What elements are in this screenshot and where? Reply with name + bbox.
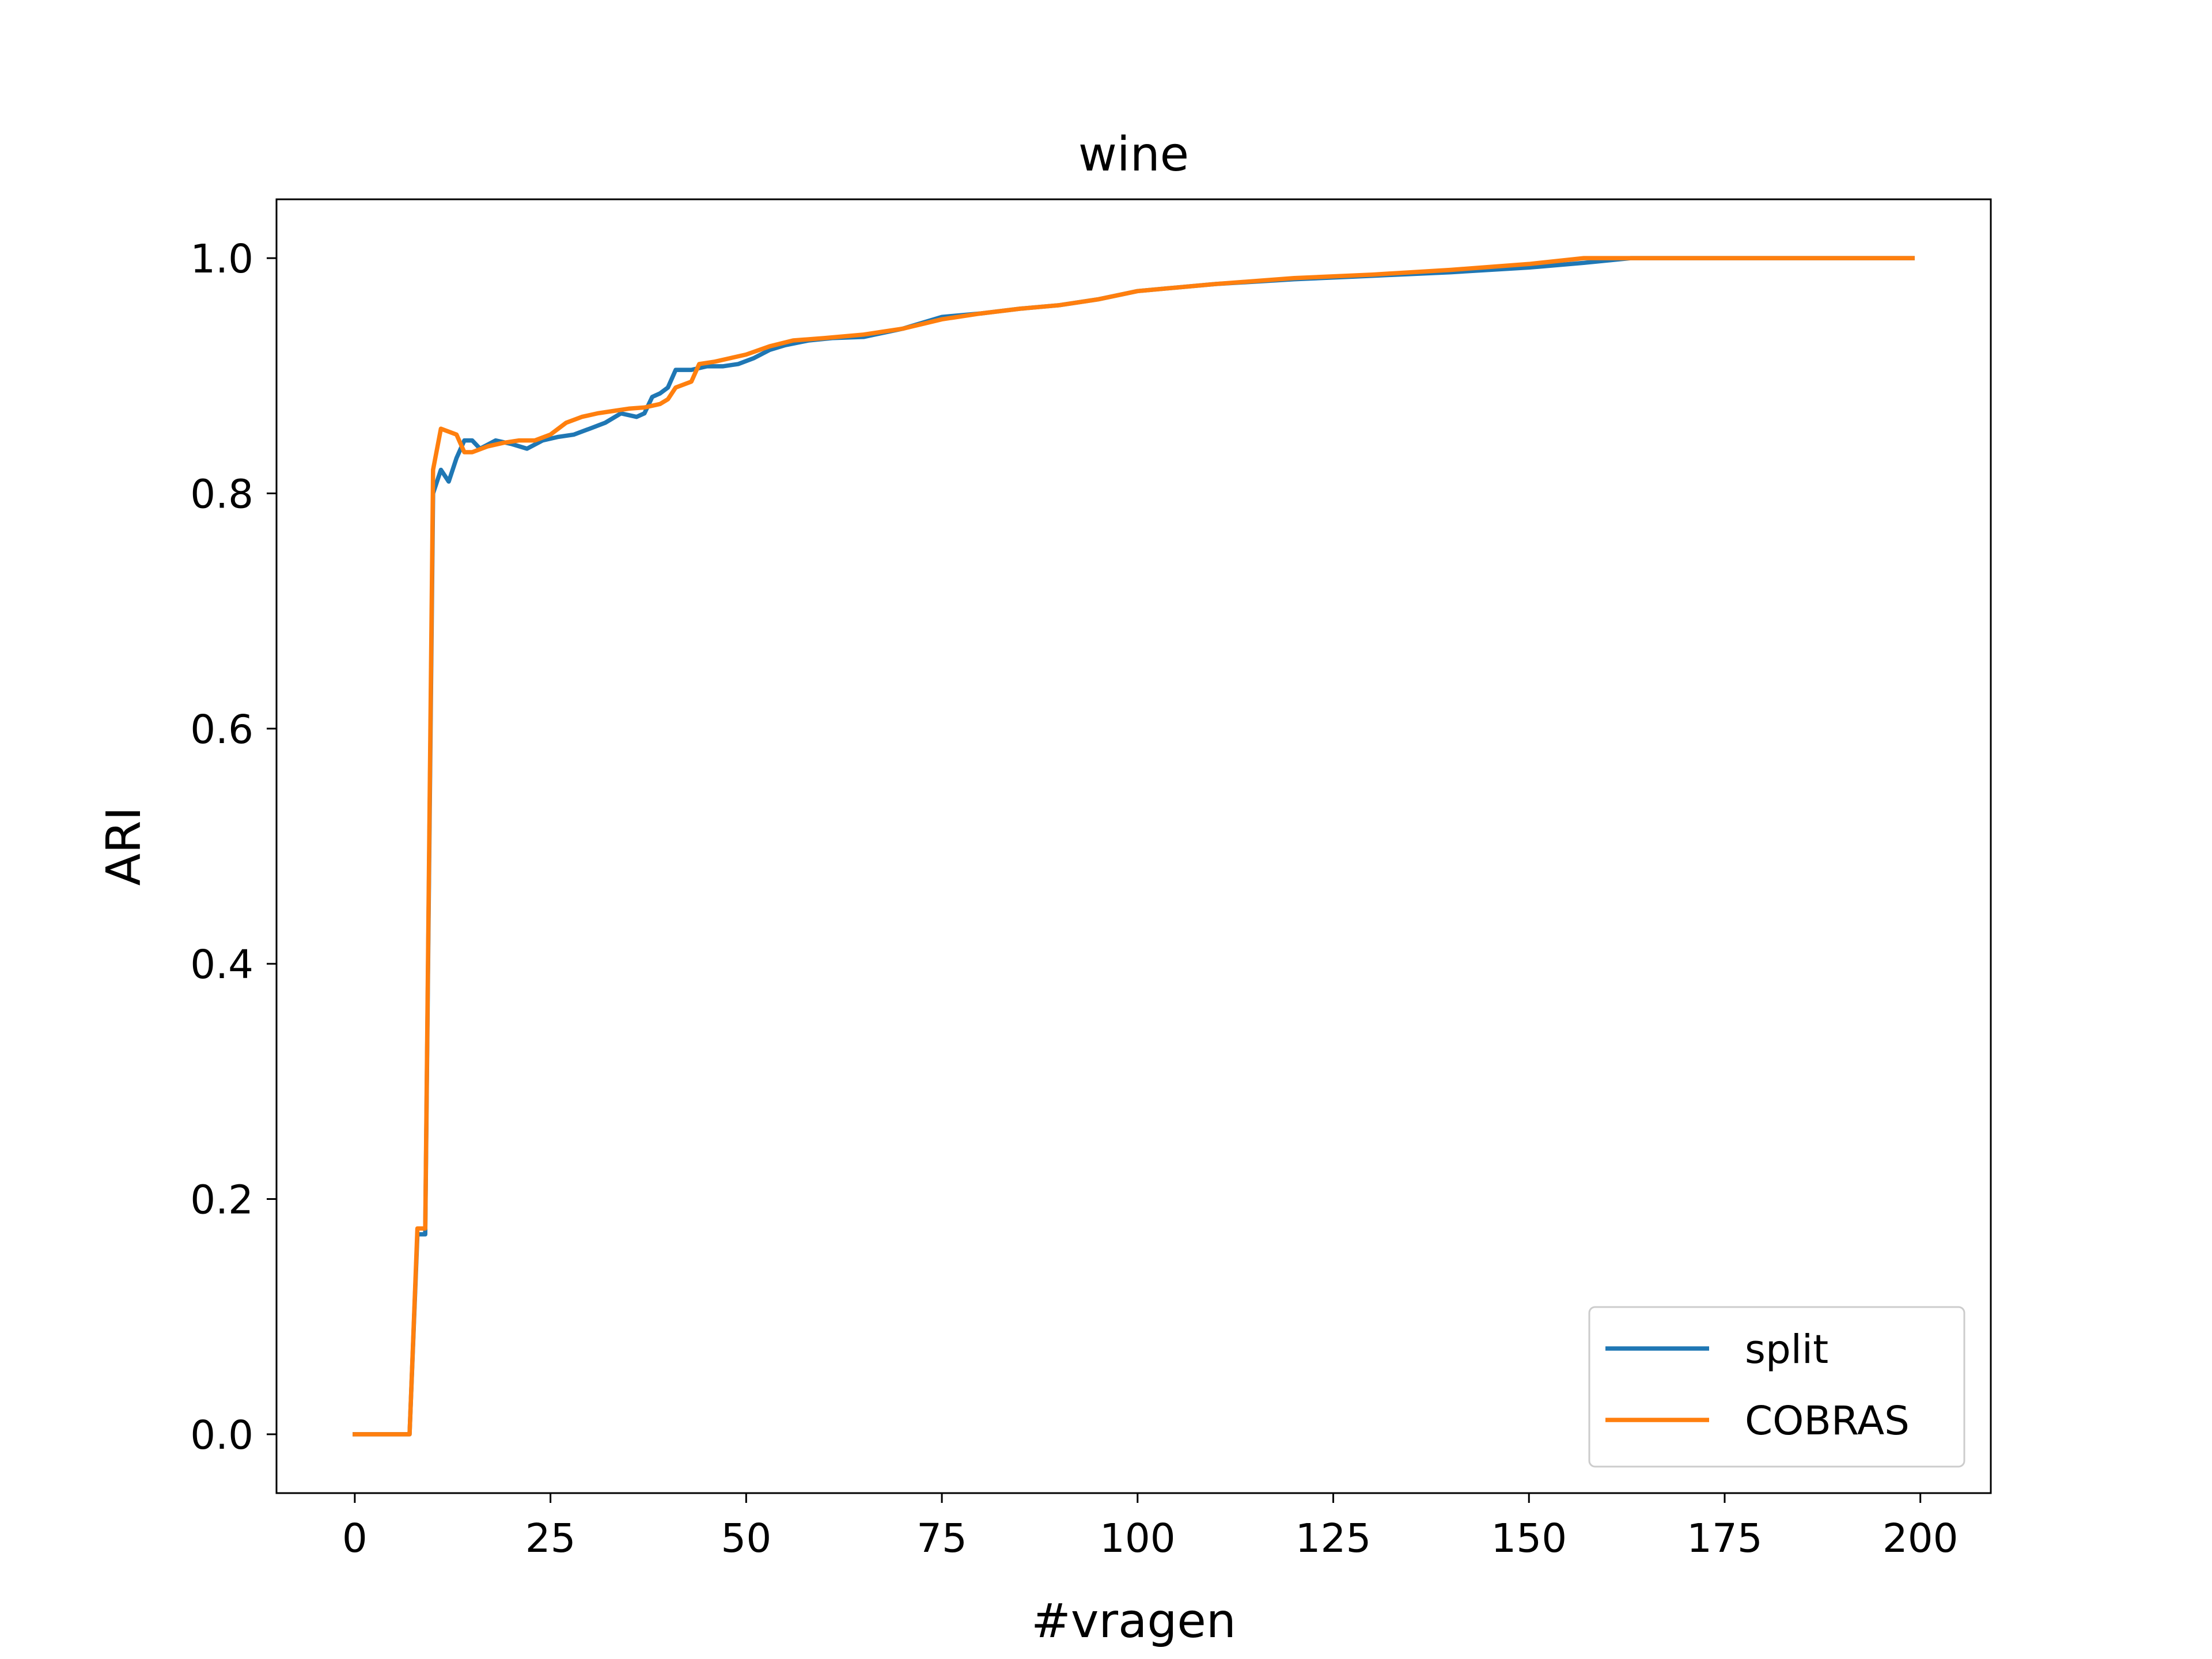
legend-label-split: split — [1745, 1327, 1828, 1373]
x-tick-label: 75 — [916, 1516, 967, 1562]
x-tick-label: 0 — [342, 1516, 368, 1562]
x-axis-label: #vragen — [1031, 1594, 1236, 1649]
y-tick-label: 0.6 — [190, 707, 253, 753]
legend-label-cobras: COBRAS — [1745, 1398, 1910, 1444]
ticks-layer: 0 25 50 75 100 125 150 175 200 0.0 0.2 0.4 0.6 0.8 1.0 — [190, 236, 1958, 1562]
series-line-cobras — [353, 256, 1915, 1437]
y-tick-label: 0.8 — [190, 471, 253, 517]
series-layer — [353, 256, 1915, 1437]
y-tick-label: 0.0 — [190, 1412, 253, 1459]
y-tick-label: 0.2 — [190, 1177, 253, 1224]
x-tick-label: 100 — [1100, 1516, 1176, 1562]
y-tick-label: 1.0 — [190, 236, 253, 282]
x-tick-label: 25 — [525, 1516, 576, 1562]
x-tick-label: 175 — [1687, 1516, 1763, 1562]
y-axis-label: ARI — [97, 806, 151, 885]
x-tick-label: 200 — [1883, 1516, 1959, 1562]
legend: split COBRAS — [1588, 1306, 1965, 1468]
chart-title: wine — [1078, 127, 1189, 182]
x-tick-label: 125 — [1296, 1516, 1372, 1562]
plot-frame — [275, 198, 1992, 1494]
x-tick-label: 50 — [721, 1516, 771, 1562]
x-tick-label: 150 — [1491, 1516, 1567, 1562]
y-tick-label: 0.4 — [190, 942, 253, 988]
